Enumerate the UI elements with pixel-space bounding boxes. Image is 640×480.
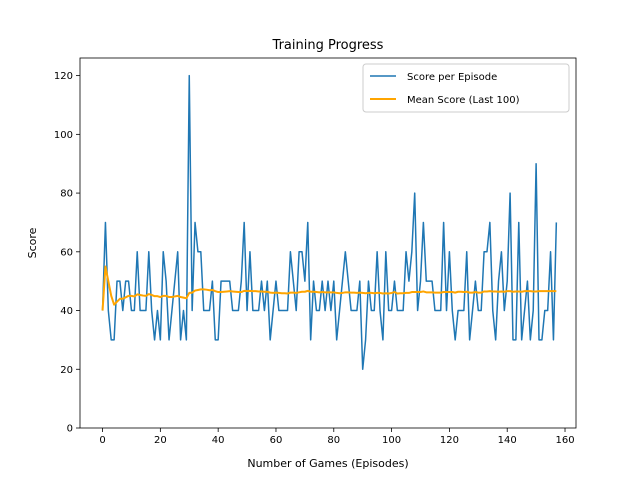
legend: Score per Episode Mean Score (Last 100): [362, 63, 570, 113]
y-axis-label: Score: [26, 227, 39, 258]
x-tick-label: 120: [440, 435, 459, 446]
y-tick-label: 20: [60, 365, 73, 376]
x-tick-label: 0: [99, 435, 105, 446]
y-axis: 0 20 40 60 80 100 120: [54, 71, 80, 435]
x-tick-label: 80: [327, 435, 340, 446]
x-tick-label: 60: [270, 435, 283, 446]
series-line-score-per-episode: [101, 74, 558, 371]
legend-label-mean-score: Mean Score (Last 100): [407, 95, 520, 106]
x-tick-label: 160: [555, 435, 574, 446]
x-axis: 0 20 40 60 80 100 120 140 160: [99, 428, 575, 446]
legend-box: [362, 63, 570, 113]
y-tick-label: 120: [54, 71, 73, 82]
plot-area: [80, 58, 576, 428]
y-tick-label: 80: [60, 189, 73, 200]
chart-title: Training Progress: [272, 38, 384, 53]
plot-frame: [79, 57, 577, 429]
series-layer: [101, 74, 558, 371]
x-tick-label: 100: [382, 435, 401, 446]
series-line-mean-score-last-100: [101, 265, 557, 311]
legend-label-score-per-episode: Score per Episode: [407, 72, 497, 83]
x-tick-label: 40: [212, 435, 225, 446]
x-tick-label: 140: [498, 435, 517, 446]
y-tick-label: 60: [60, 247, 73, 258]
y-tick-label: 40: [60, 306, 73, 317]
x-axis-label: Number of Games (Episodes): [247, 457, 408, 470]
y-tick-label: 100: [54, 130, 73, 141]
x-tick-label: 20: [154, 435, 167, 446]
y-tick-label: 0: [67, 424, 73, 435]
